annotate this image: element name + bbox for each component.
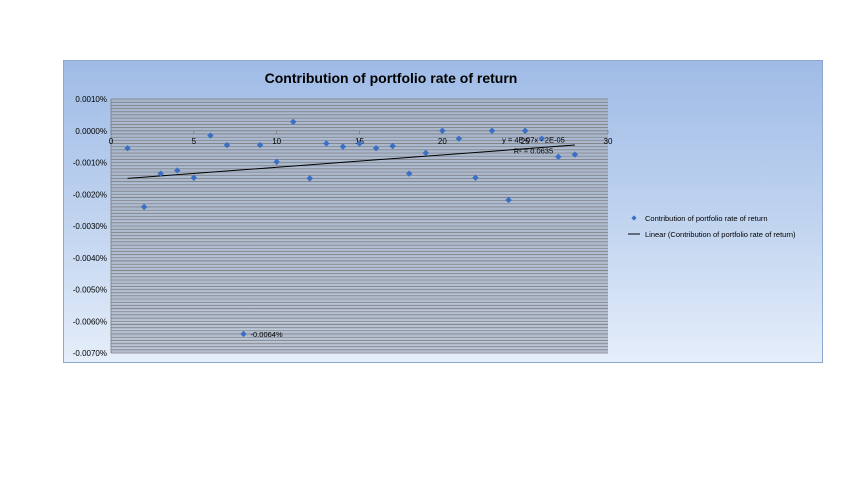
y-tick-label: -0.0020% bbox=[73, 190, 107, 199]
legend-label-series: Contribution of portfolio rate of return bbox=[645, 214, 768, 223]
data-point bbox=[406, 170, 413, 177]
legend: Contribution of portfolio rate of return… bbox=[628, 214, 796, 239]
trendline-equation: R² = 0.0635 bbox=[514, 146, 553, 155]
chart-svg: Contribution of portfolio rate of return… bbox=[73, 70, 796, 358]
data-point bbox=[157, 170, 164, 177]
data-point bbox=[356, 140, 363, 147]
x-tick-label: 10 bbox=[272, 137, 281, 146]
data-point bbox=[521, 127, 529, 134]
data-point bbox=[389, 142, 396, 150]
y-tick-label: -0.0050% bbox=[73, 286, 107, 295]
legend-label-trendline: Linear (Contribution of portfolio rate o… bbox=[645, 230, 796, 239]
data-point bbox=[290, 118, 297, 126]
data-point bbox=[273, 158, 280, 166]
y-tick-label: 0.0010% bbox=[75, 95, 107, 104]
data-point bbox=[207, 132, 214, 139]
y-tick-label: -0.0070% bbox=[73, 349, 107, 358]
trendline-equation: y = 4E-07x - 2E-05 bbox=[502, 136, 565, 145]
data-point bbox=[472, 174, 479, 181]
trendline bbox=[127, 144, 575, 179]
y-tick-label: -0.0040% bbox=[73, 254, 107, 263]
data-point bbox=[223, 141, 231, 149]
y-tick-label: -0.0010% bbox=[73, 159, 107, 168]
y-tick-label: 0.0000% bbox=[75, 127, 107, 136]
data-point bbox=[190, 174, 198, 181]
data-point bbox=[256, 141, 264, 149]
legend-marker-diamond bbox=[631, 215, 637, 221]
data-label: -0.0064% bbox=[251, 330, 283, 339]
x-tick-label: 30 bbox=[604, 137, 613, 146]
chart-title: Contribution of portfolio rate of return bbox=[265, 70, 518, 86]
data-point bbox=[323, 140, 330, 147]
data-point bbox=[124, 145, 131, 152]
data-point bbox=[140, 203, 148, 211]
data-point bbox=[339, 143, 347, 150]
trendline-layer bbox=[127, 144, 575, 179]
data-point bbox=[488, 127, 496, 134]
data-point bbox=[422, 149, 429, 157]
x-tick-label: 0 bbox=[109, 137, 114, 146]
data-point bbox=[306, 175, 313, 182]
y-tick-label: -0.0060% bbox=[73, 317, 107, 326]
gridlines bbox=[111, 98, 608, 354]
data-point bbox=[439, 127, 446, 134]
chart-area: Contribution of portfolio rate of return… bbox=[63, 60, 823, 363]
x-tick-label: 5 bbox=[192, 137, 197, 146]
x-tick-label: 25 bbox=[521, 137, 530, 146]
data-point bbox=[571, 151, 579, 158]
data-point bbox=[240, 330, 247, 338]
data-point bbox=[372, 145, 380, 152]
y-tick-label: -0.0030% bbox=[73, 222, 107, 231]
data-point bbox=[505, 196, 512, 204]
x-tick-label: 20 bbox=[438, 137, 447, 146]
